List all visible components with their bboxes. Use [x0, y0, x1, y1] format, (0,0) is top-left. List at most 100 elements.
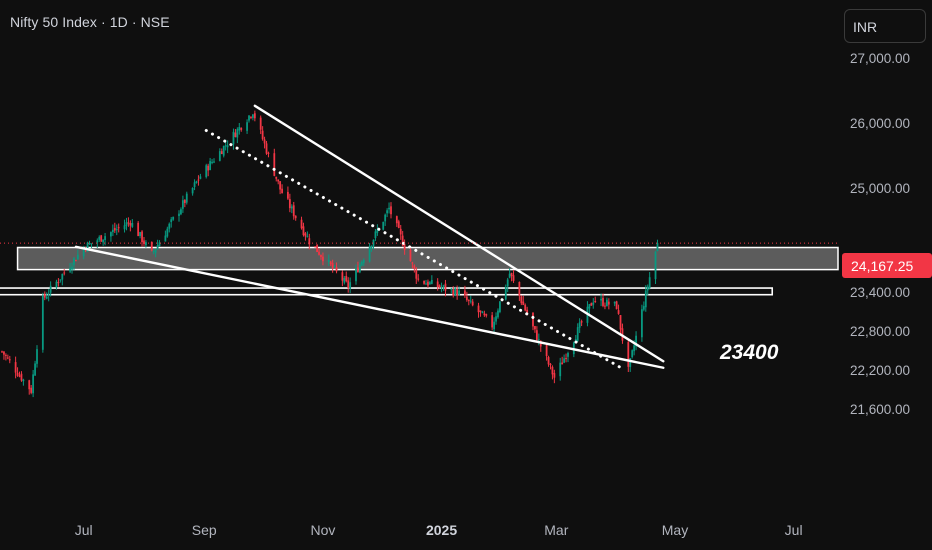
candle-down: [143, 240, 145, 244]
candle-up: [154, 249, 157, 253]
candle-up: [537, 339, 540, 341]
candle-up: [47, 294, 50, 296]
candle-down: [318, 251, 320, 255]
candle-down: [137, 222, 140, 237]
last-price-value: 24,167.25: [851, 258, 914, 274]
candle-down: [331, 263, 334, 269]
candle-up: [642, 306, 645, 310]
candle-up: [180, 209, 182, 215]
candle-down: [465, 296, 468, 301]
candle-down: [594, 301, 597, 303]
candle-down: [604, 305, 606, 307]
candle-up: [588, 304, 591, 309]
candle-up: [600, 298, 602, 301]
level-layer: [0, 287, 774, 296]
candle-down: [627, 342, 630, 367]
candle-up: [355, 268, 357, 282]
currency-button[interactable]: INR: [844, 9, 926, 43]
candle-up: [458, 290, 460, 295]
price-tick-label: 22,200.00: [850, 363, 911, 378]
candle-down: [464, 290, 466, 296]
candle-up: [360, 261, 363, 266]
candle-up: [635, 335, 637, 347]
candle-up: [567, 353, 569, 357]
candle-down: [565, 358, 567, 360]
candle-down: [553, 373, 556, 378]
time-tick-label: 2025: [425, 522, 458, 538]
candle-up: [454, 288, 457, 296]
candle-down: [253, 113, 256, 119]
candle-up: [559, 362, 562, 377]
candle-up: [73, 258, 75, 266]
candle-down: [183, 199, 186, 203]
candle-up: [349, 282, 352, 289]
last-price-badge: 24,167.25: [842, 253, 932, 278]
candle-down: [456, 289, 459, 296]
candle-down: [28, 380, 31, 390]
candle-up: [193, 182, 196, 188]
candle-down: [150, 241, 153, 251]
candle-down: [314, 246, 317, 248]
candle-up: [563, 358, 566, 363]
candle-down: [220, 151, 223, 155]
candle-down: [423, 280, 425, 284]
trendline-layer: [74, 104, 665, 372]
price-tick-label: 25,000.00: [850, 181, 911, 196]
candle-up: [469, 300, 472, 302]
time-tick-label: Sep: [191, 522, 217, 538]
candle-up: [644, 290, 647, 308]
candle-up: [430, 280, 433, 284]
candle-up: [166, 228, 169, 237]
candle-up: [168, 223, 171, 229]
candle-down: [320, 254, 322, 257]
candle-down: [347, 280, 350, 288]
candle-up: [82, 247, 85, 257]
candle-up: [111, 229, 114, 233]
candle-down: [250, 116, 252, 118]
candle-down: [4, 354, 7, 356]
candle-down: [207, 165, 210, 171]
candle-down: [117, 227, 120, 229]
candle-up: [343, 277, 346, 283]
candle-down: [452, 289, 455, 296]
candle-up: [36, 349, 38, 364]
price-tick-label: 21,600.00: [850, 402, 911, 417]
candle-up: [429, 282, 431, 285]
candle-up: [362, 259, 365, 264]
candle-down: [6, 357, 9, 359]
candle-down: [259, 117, 262, 130]
candle-up: [222, 146, 225, 156]
candle-up: [218, 151, 221, 161]
candle-down: [335, 267, 338, 272]
candle-up: [440, 287, 443, 289]
price-tick-label: 22,800.00: [850, 324, 911, 339]
candle-down: [16, 372, 19, 376]
price-tick-label: 26,000.00: [850, 116, 911, 131]
candle-up: [211, 161, 213, 163]
candle-up: [170, 219, 173, 223]
price-tick-label: 27,000.00: [850, 51, 911, 66]
candle-up: [648, 277, 651, 289]
candle-down: [329, 261, 332, 265]
candle-down: [399, 228, 402, 235]
candle-up: [497, 310, 499, 318]
candle-up: [306, 236, 309, 238]
candle-up: [646, 286, 649, 291]
candle-up: [384, 214, 387, 222]
candle-down: [479, 310, 482, 312]
candle-down: [322, 256, 324, 262]
candle-up: [327, 259, 330, 262]
candle-down: [545, 345, 548, 357]
candle-down: [3, 351, 5, 355]
candle-up: [481, 311, 484, 314]
candle-up: [49, 285, 52, 293]
candle-down: [401, 235, 404, 246]
candle-down: [436, 281, 439, 287]
candle-up: [629, 358, 632, 367]
candle-up: [226, 145, 229, 148]
candle-up: [86, 242, 89, 252]
candle-down: [113, 227, 116, 231]
candle-down: [532, 312, 534, 327]
